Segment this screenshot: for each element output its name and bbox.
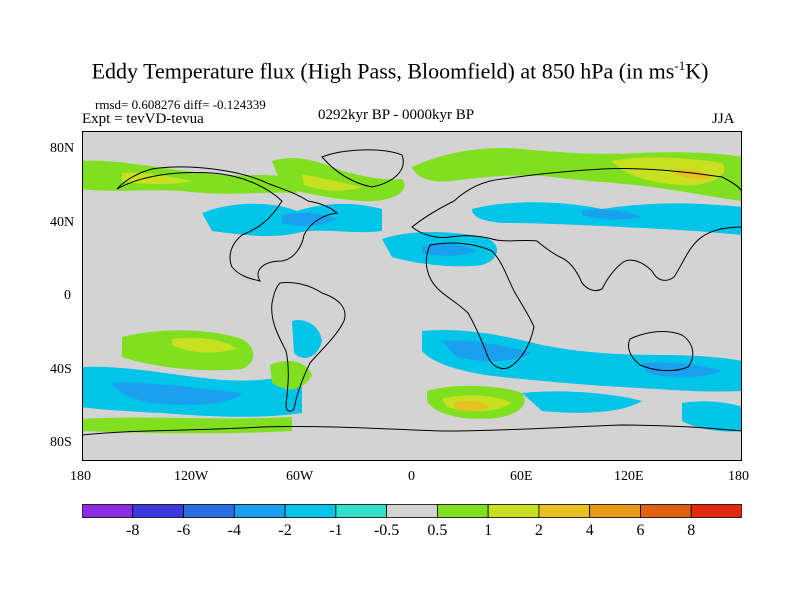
lat-label: 40N: [50, 215, 75, 230]
colorbar-label: -4: [227, 522, 241, 539]
map-panel: [82, 131, 742, 461]
colorbar-swatch: [436, 504, 489, 518]
colorbar-swatch: [335, 504, 388, 518]
colorbar-label: -2: [278, 522, 292, 539]
africa-outline: [425, 242, 535, 370]
lat-label: 80S: [50, 435, 72, 450]
lon-label: 120W: [174, 469, 209, 484]
colorbar-label: -8: [126, 522, 140, 539]
lon-label: 120E: [614, 469, 644, 484]
colorbar-swatch: [82, 504, 134, 518]
colorbar-swatch: [183, 504, 235, 518]
lon-label: 0: [408, 469, 415, 484]
australia-outline: [627, 331, 694, 372]
colorbar-swatch: [487, 504, 540, 518]
colorbar-swatch: [284, 504, 337, 518]
lon-label: 180: [728, 469, 749, 484]
greenland-outline: [321, 149, 404, 188]
experiment-label: Expt = tevVD-tevua: [82, 111, 204, 127]
colorbar-swatch: [589, 504, 641, 518]
lon-label: 180: [70, 469, 91, 484]
anomaly-field: [82, 147, 742, 434]
eurasia-outline: [411, 167, 742, 292]
south-america-outline: [271, 282, 346, 412]
colorbar-label: 6: [636, 522, 645, 539]
period-label: 0292kyr BP - 0000kyr BP: [318, 107, 475, 123]
north-america-outline: [116, 166, 339, 282]
antarctica-outline: [82, 424, 742, 436]
season-label: JJA: [712, 111, 735, 127]
lat-label: 80N: [50, 141, 75, 156]
colorbar-label: 2: [534, 522, 543, 539]
stats-text: rmsd= 0.608276 diff= -0.124339: [95, 97, 266, 112]
colorbar-label: 4: [585, 522, 594, 539]
lon-label: 60W: [286, 469, 314, 484]
colorbar-swatch: [386, 504, 438, 518]
lon-label: 60E: [510, 469, 533, 484]
colorbar-swatch: [690, 504, 742, 518]
colorbar-label: 0.5: [427, 522, 448, 539]
colorbar-swatch: [538, 504, 591, 518]
colorbar-label: -6: [176, 522, 191, 539]
lat-label: 40S: [50, 362, 72, 377]
plot-title: Eddy Temperature flux (High Pass, Bloomf…: [91, 58, 709, 84]
colorbar-label: 8: [687, 522, 696, 539]
colorbar-label: -1: [329, 522, 343, 539]
colorbar-label: 1: [484, 522, 493, 539]
colorbar-swatch: [132, 504, 184, 518]
colorbar-swatch: [640, 504, 692, 518]
lat-label: 0: [64, 288, 71, 303]
colorbar: [82, 504, 742, 518]
colorbar-label: -0.5: [373, 522, 400, 539]
colorbar-swatch: [233, 504, 286, 518]
coastlines: [82, 149, 742, 436]
map-frame: [82, 131, 742, 461]
